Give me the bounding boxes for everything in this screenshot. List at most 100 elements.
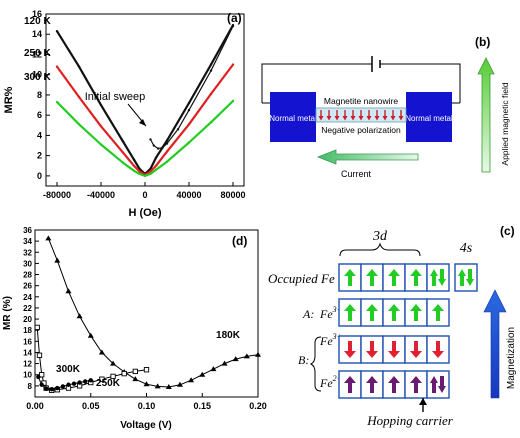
occupied-fe-label: Occupied Fe <box>268 271 335 286</box>
spin-up-arrow <box>410 269 422 286</box>
panel-d-ytick-label: 12 <box>23 360 32 369</box>
spin-up-arrow <box>388 304 400 321</box>
hopping-carrier-arrowhead <box>419 398 427 405</box>
panel-d-point-circle <box>39 382 44 387</box>
panel-d: 0.00 0.05 0.10 0.15 0.20 8 10 12 14 16 18 20 22 24 26 2… <box>2 226 267 431</box>
panel-a-point <box>187 101 191 105</box>
panel-d-point-triangle <box>54 257 61 263</box>
panel-d-ytick-label: 10 <box>23 371 32 380</box>
battery-icon <box>371 56 381 72</box>
spin-down-arrow <box>388 341 400 358</box>
panel-a-point <box>231 63 235 66</box>
panel-a-ytick-label: 10 <box>32 70 42 80</box>
panel-d-point-triangle <box>143 381 150 387</box>
panel-a-point <box>209 92 213 96</box>
spin-down-arrow <box>366 341 378 358</box>
panel-d-ytick-label: 34 <box>23 237 32 246</box>
row-b-ion-fe2: Fe2+ <box>319 374 342 390</box>
panel-d-ytick-label: 24 <box>23 293 32 302</box>
spin-down-arrow <box>344 341 356 358</box>
panel-d-xtick-label: 0.15 <box>193 401 211 411</box>
row-b-ion-fe3: Fe3+ <box>319 332 342 348</box>
panel-a-series-label: 250 K <box>24 48 51 59</box>
spin-up-arrow <box>410 304 422 321</box>
spin-down-arrowhead <box>342 116 348 121</box>
panel-d-point-circle <box>55 385 60 391</box>
current-arrow <box>316 149 419 165</box>
spin-down-arrowhead <box>366 116 372 121</box>
panel-d-ylabel: MR (%) <box>2 296 13 330</box>
panel-d-point-triangle <box>165 383 172 389</box>
panel-a-point <box>121 161 125 164</box>
panel-a-xtick-label: -80000 <box>43 190 71 200</box>
panel-a-point <box>187 108 191 112</box>
row-a-ion-charge: 3+ <box>332 305 342 314</box>
panel-a-point <box>99 143 103 146</box>
row-a-ion-symbol: Fe <box>319 307 333 321</box>
panel-d-point-triangle <box>210 366 217 372</box>
panel-a-series-line <box>56 100 234 177</box>
applied-field-arrow <box>477 57 495 173</box>
panel-a-point <box>99 103 103 107</box>
panel-d-ytick-label: 30 <box>23 259 32 268</box>
panel-a-point <box>77 95 81 99</box>
orbital-3d-label: 3d <box>372 229 388 244</box>
panel-a-ytick-label: 8 <box>37 90 42 100</box>
panel-d-ytick-label: 14 <box>23 348 32 357</box>
panel-d-point-triangle <box>65 288 72 294</box>
panel-d-point-triangle <box>87 332 94 338</box>
panel-a-point <box>132 164 136 167</box>
panel-a-ytick-label: 14 <box>32 29 42 39</box>
panel-a-point <box>154 168 158 172</box>
spin-down-arrowhead <box>358 116 364 121</box>
panel-d-xtick-label: 0.20 <box>249 401 267 411</box>
panel-c: (c) 3d 4s Occupied Fe A: Fe3+ B: Fe3+ Fe… <box>268 224 517 428</box>
panel-a-point <box>121 140 125 143</box>
panel-d-xlabel: Voltage (V) <box>120 420 171 431</box>
panel-d-point-triangle <box>110 360 117 366</box>
panel-a-point <box>143 174 147 178</box>
initial-sweep-arrowhead <box>139 119 146 126</box>
panel-d-ticks: 0.00 0.05 0.10 0.15 0.20 8 10 12 14 16 18 20 22 24 26 2… <box>23 226 267 411</box>
panel-a-point <box>154 156 158 159</box>
panel-a-point <box>132 169 136 173</box>
panel-d-point-triangle <box>132 376 139 382</box>
panel-d-point-square <box>39 372 45 378</box>
panel-d-series-label: 180K <box>216 330 241 341</box>
polarization-label: Negative polarization <box>321 125 401 135</box>
spin-down-arrowhead <box>334 116 340 121</box>
spin-down-arrow <box>438 269 446 286</box>
hopping-carrier-label: Hopping carrier <box>366 413 454 428</box>
spin-up-arrow <box>410 376 422 393</box>
panel-a-point <box>55 65 59 68</box>
panel-a-point <box>152 144 155 147</box>
panel-d-ytick-label: 26 <box>23 282 32 291</box>
panel-a-point <box>149 172 152 176</box>
nanowire-spin-arrows <box>318 110 404 121</box>
panel-a-series-label: 300 K <box>24 72 51 83</box>
normal-metal-left-label: Normal metal <box>269 114 317 123</box>
spin-up-arrow <box>458 269 466 286</box>
panel-d-point-triangle <box>188 377 195 383</box>
row-b-ion-fe3-charge: 3+ <box>332 332 342 341</box>
panel-c-label: (c) <box>500 224 515 238</box>
panel-a-ytick-label: 0 <box>37 171 42 181</box>
spin-up-arrow <box>344 376 356 393</box>
panel-d-point-circle <box>43 386 49 391</box>
panel-a-point <box>231 99 235 103</box>
panel-a-point <box>165 150 169 153</box>
panel-a-series-label: 120 K <box>24 16 51 27</box>
normal-metal-left <box>270 92 316 142</box>
spin-up-arrow <box>366 376 378 393</box>
spin-up-arrow <box>388 269 400 286</box>
initial-sweep-annotation: Initial sweep <box>85 91 146 103</box>
panel-d-point-triangle <box>154 383 161 389</box>
applied-field-label: Applied magnetic field <box>500 82 510 165</box>
spin-up-arrow <box>344 304 356 321</box>
panel-d-ytick-label: 20 <box>23 315 32 324</box>
panel-a-point <box>149 170 152 173</box>
panel-d-ytick-label: 32 <box>23 248 32 257</box>
panel-a-xtick-label: -40000 <box>87 190 115 200</box>
spin-down-arrowhead <box>350 116 356 121</box>
panel-a-ticks: -80000 -40000 0 40000 80000 0 2 4 6 8 10 12 14 16 <box>32 9 246 200</box>
